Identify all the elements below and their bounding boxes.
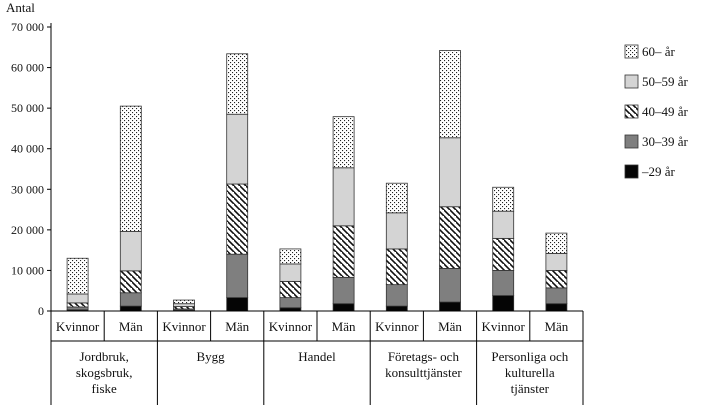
bar-label: Män: [119, 319, 143, 334]
legend-label: 50–59 år: [642, 74, 689, 89]
group-label: Jordbruk,: [79, 349, 128, 364]
bar-segment: [173, 303, 195, 307]
bar-segment: [119, 231, 142, 272]
bar-segment: [173, 299, 195, 305]
legend-label: –29 år: [641, 164, 676, 179]
bar-segment: [545, 232, 568, 254]
bar-segment: [439, 137, 461, 208]
legend-swatch: [624, 74, 639, 89]
bar-segment: [226, 53, 249, 115]
bar-segment: [226, 297, 249, 312]
bar-segment: [332, 276, 355, 305]
bar-segment: [279, 297, 302, 309]
group-label: Företags- och: [388, 349, 460, 364]
legend-label: 60– år: [642, 44, 676, 59]
bar-segment: [332, 116, 355, 169]
bar-label: Kvinnor: [482, 319, 526, 334]
y-tick-label: 10 000: [11, 263, 44, 277]
group-label: tjänster: [511, 381, 550, 396]
bar-segment: [279, 280, 302, 299]
bar-segment: [492, 237, 515, 271]
bar-segment: [385, 248, 408, 286]
bar-segment: [439, 301, 461, 312]
y-axis: 0 10 000 20 000 30 000 40 000 50 000 60 000 70 …: [11, 20, 52, 318]
bar-segment: [385, 182, 408, 214]
bar-segment: [332, 167, 355, 227]
group-label: konsulttjänster: [385, 365, 462, 380]
legend-swatch: [624, 44, 639, 59]
bar-segment: [439, 206, 461, 269]
bar-segment: [545, 303, 568, 312]
group-label: skogsbruk,: [76, 365, 133, 380]
bar-segment: [385, 284, 408, 307]
y-axis-title: Antal: [6, 0, 35, 15]
bar-label: Män: [332, 319, 356, 334]
y-tick-label: 50 000: [11, 101, 44, 115]
bar-segment: [385, 305, 408, 312]
bar-segment: [66, 257, 89, 295]
bar-segment: [332, 225, 355, 278]
bar-label: Män: [544, 319, 568, 334]
legend: 60– år 50–59 år 40–49 år 30–39 år –29 år: [624, 44, 689, 179]
y-tick-label: 70 000: [11, 20, 44, 34]
bar-segment: [492, 210, 515, 239]
bar-segment: [119, 305, 142, 312]
group-label: Personliga och: [491, 349, 568, 364]
bar-segment: [66, 306, 89, 311]
bar-segment: [439, 267, 461, 303]
y-tick-label: 60 000: [11, 61, 44, 75]
group-label: Bygg: [197, 349, 226, 364]
bar-label: Kvinnor: [269, 319, 313, 334]
legend-label: 30–39 år: [642, 134, 689, 149]
bar-segment: [545, 270, 568, 289]
bars: [66, 50, 568, 312]
y-tick-label: 0: [38, 304, 44, 318]
category-table: Kvinnor Män Kvinnor Män Kvinnor Män Kvinnor Män…: [50, 310, 584, 405]
bar-segment: [226, 253, 249, 299]
bar-label: Kvinnor: [56, 319, 100, 334]
bar-label: Kvinnor: [162, 319, 206, 334]
y-tick-label: 20 000: [11, 223, 44, 237]
group-label: fiske: [92, 381, 118, 396]
legend-label: 40–49 år: [642, 104, 689, 119]
bar-segment: [119, 292, 142, 307]
group-label: kulturella: [505, 365, 555, 380]
bar-segment: [119, 270, 142, 294]
bar-segment: [66, 293, 89, 304]
bar-segment: [439, 50, 461, 139]
bar-segment: [385, 212, 408, 250]
legend-swatch: [624, 134, 639, 149]
bar-segment: [332, 303, 355, 312]
bar-segment: [226, 183, 249, 255]
y-tick-label: 30 000: [11, 182, 44, 196]
bar-label: Män: [438, 319, 462, 334]
legend-swatch: [624, 164, 639, 179]
legend-swatch: [624, 104, 639, 119]
bar-segment: [279, 263, 302, 282]
bar-label: Kvinnor: [375, 319, 419, 334]
bar-segment: [492, 295, 515, 312]
bar-label: Män: [225, 319, 249, 334]
bar-segment: [119, 105, 142, 232]
bar-segment: [545, 287, 568, 305]
bar-segment: [492, 270, 515, 296]
bar-segment: [545, 252, 568, 271]
bar-segment: [226, 113, 249, 185]
bar-segment: [492, 186, 515, 212]
group-label: Handel: [298, 349, 336, 364]
y-tick-label: 40 000: [11, 142, 44, 156]
bar-segment: [66, 302, 89, 308]
bar-segment: [279, 248, 302, 265]
